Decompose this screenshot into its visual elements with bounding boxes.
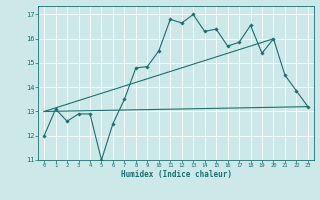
X-axis label: Humidex (Indice chaleur): Humidex (Indice chaleur) <box>121 170 231 179</box>
